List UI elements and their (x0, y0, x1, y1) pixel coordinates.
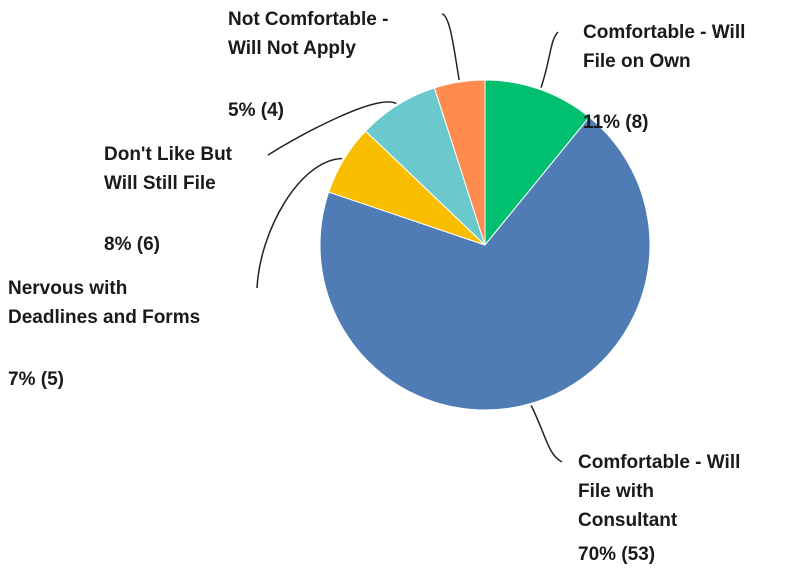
slice-label-line: Comfortable - Will (583, 22, 745, 43)
slice-label-file-on-own: Comfortable - Will File on Own (583, 22, 751, 72)
leader-line-file-with-consultant (530, 405, 563, 463)
slice-label-not-comfortable: Not Comfortable - Will Not Apply (228, 9, 394, 59)
pie-slices (319, 79, 651, 411)
leader-line-dont-like (267, 101, 397, 156)
leader-line-nervous (256, 157, 343, 289)
slice-label-file-with-consultant: Comfortable - Will File with Consultant (578, 452, 746, 531)
slice-value-file-with-consultant: 70% (53) (578, 544, 655, 565)
leader-line-not-comfortable (441, 13, 460, 81)
slice-label-line: Will Not Apply (228, 38, 356, 59)
slice-value-file-on-own: 11% (8) (583, 112, 648, 133)
leader-lines (256, 13, 563, 463)
slice-label-nervous: Nervous with Deadlines and Forms (8, 278, 200, 328)
slice-label-line: Will Still File (104, 173, 216, 194)
slice-label-line: File with (578, 481, 654, 502)
slice-label-line: Nervous with (8, 278, 127, 299)
slice-label-dont-like: Don't Like But Will Still File (104, 144, 237, 194)
slice-label-line: Don't Like But (104, 144, 233, 165)
slice-value-nervous: 7% (5) (8, 369, 64, 390)
slice-label-line: Comfortable - Will (578, 452, 740, 473)
slice-value-dont-like: 8% (6) (104, 234, 160, 255)
slice-label-line: Consultant (578, 510, 678, 531)
pie-slice-not-comfortable (433, 79, 486, 246)
slice-label-line: Deadlines and Forms (8, 307, 200, 328)
pie-slice-file-on-own (484, 79, 591, 247)
slice-label-line: File on Own (583, 51, 691, 72)
pie-slice-file-with-consultant (319, 116, 651, 411)
leader-line-file-on-own (540, 31, 559, 88)
slice-label-line: Not Comfortable - (228, 9, 388, 30)
slice-value-not-comfortable: 5% (4) (228, 100, 284, 121)
